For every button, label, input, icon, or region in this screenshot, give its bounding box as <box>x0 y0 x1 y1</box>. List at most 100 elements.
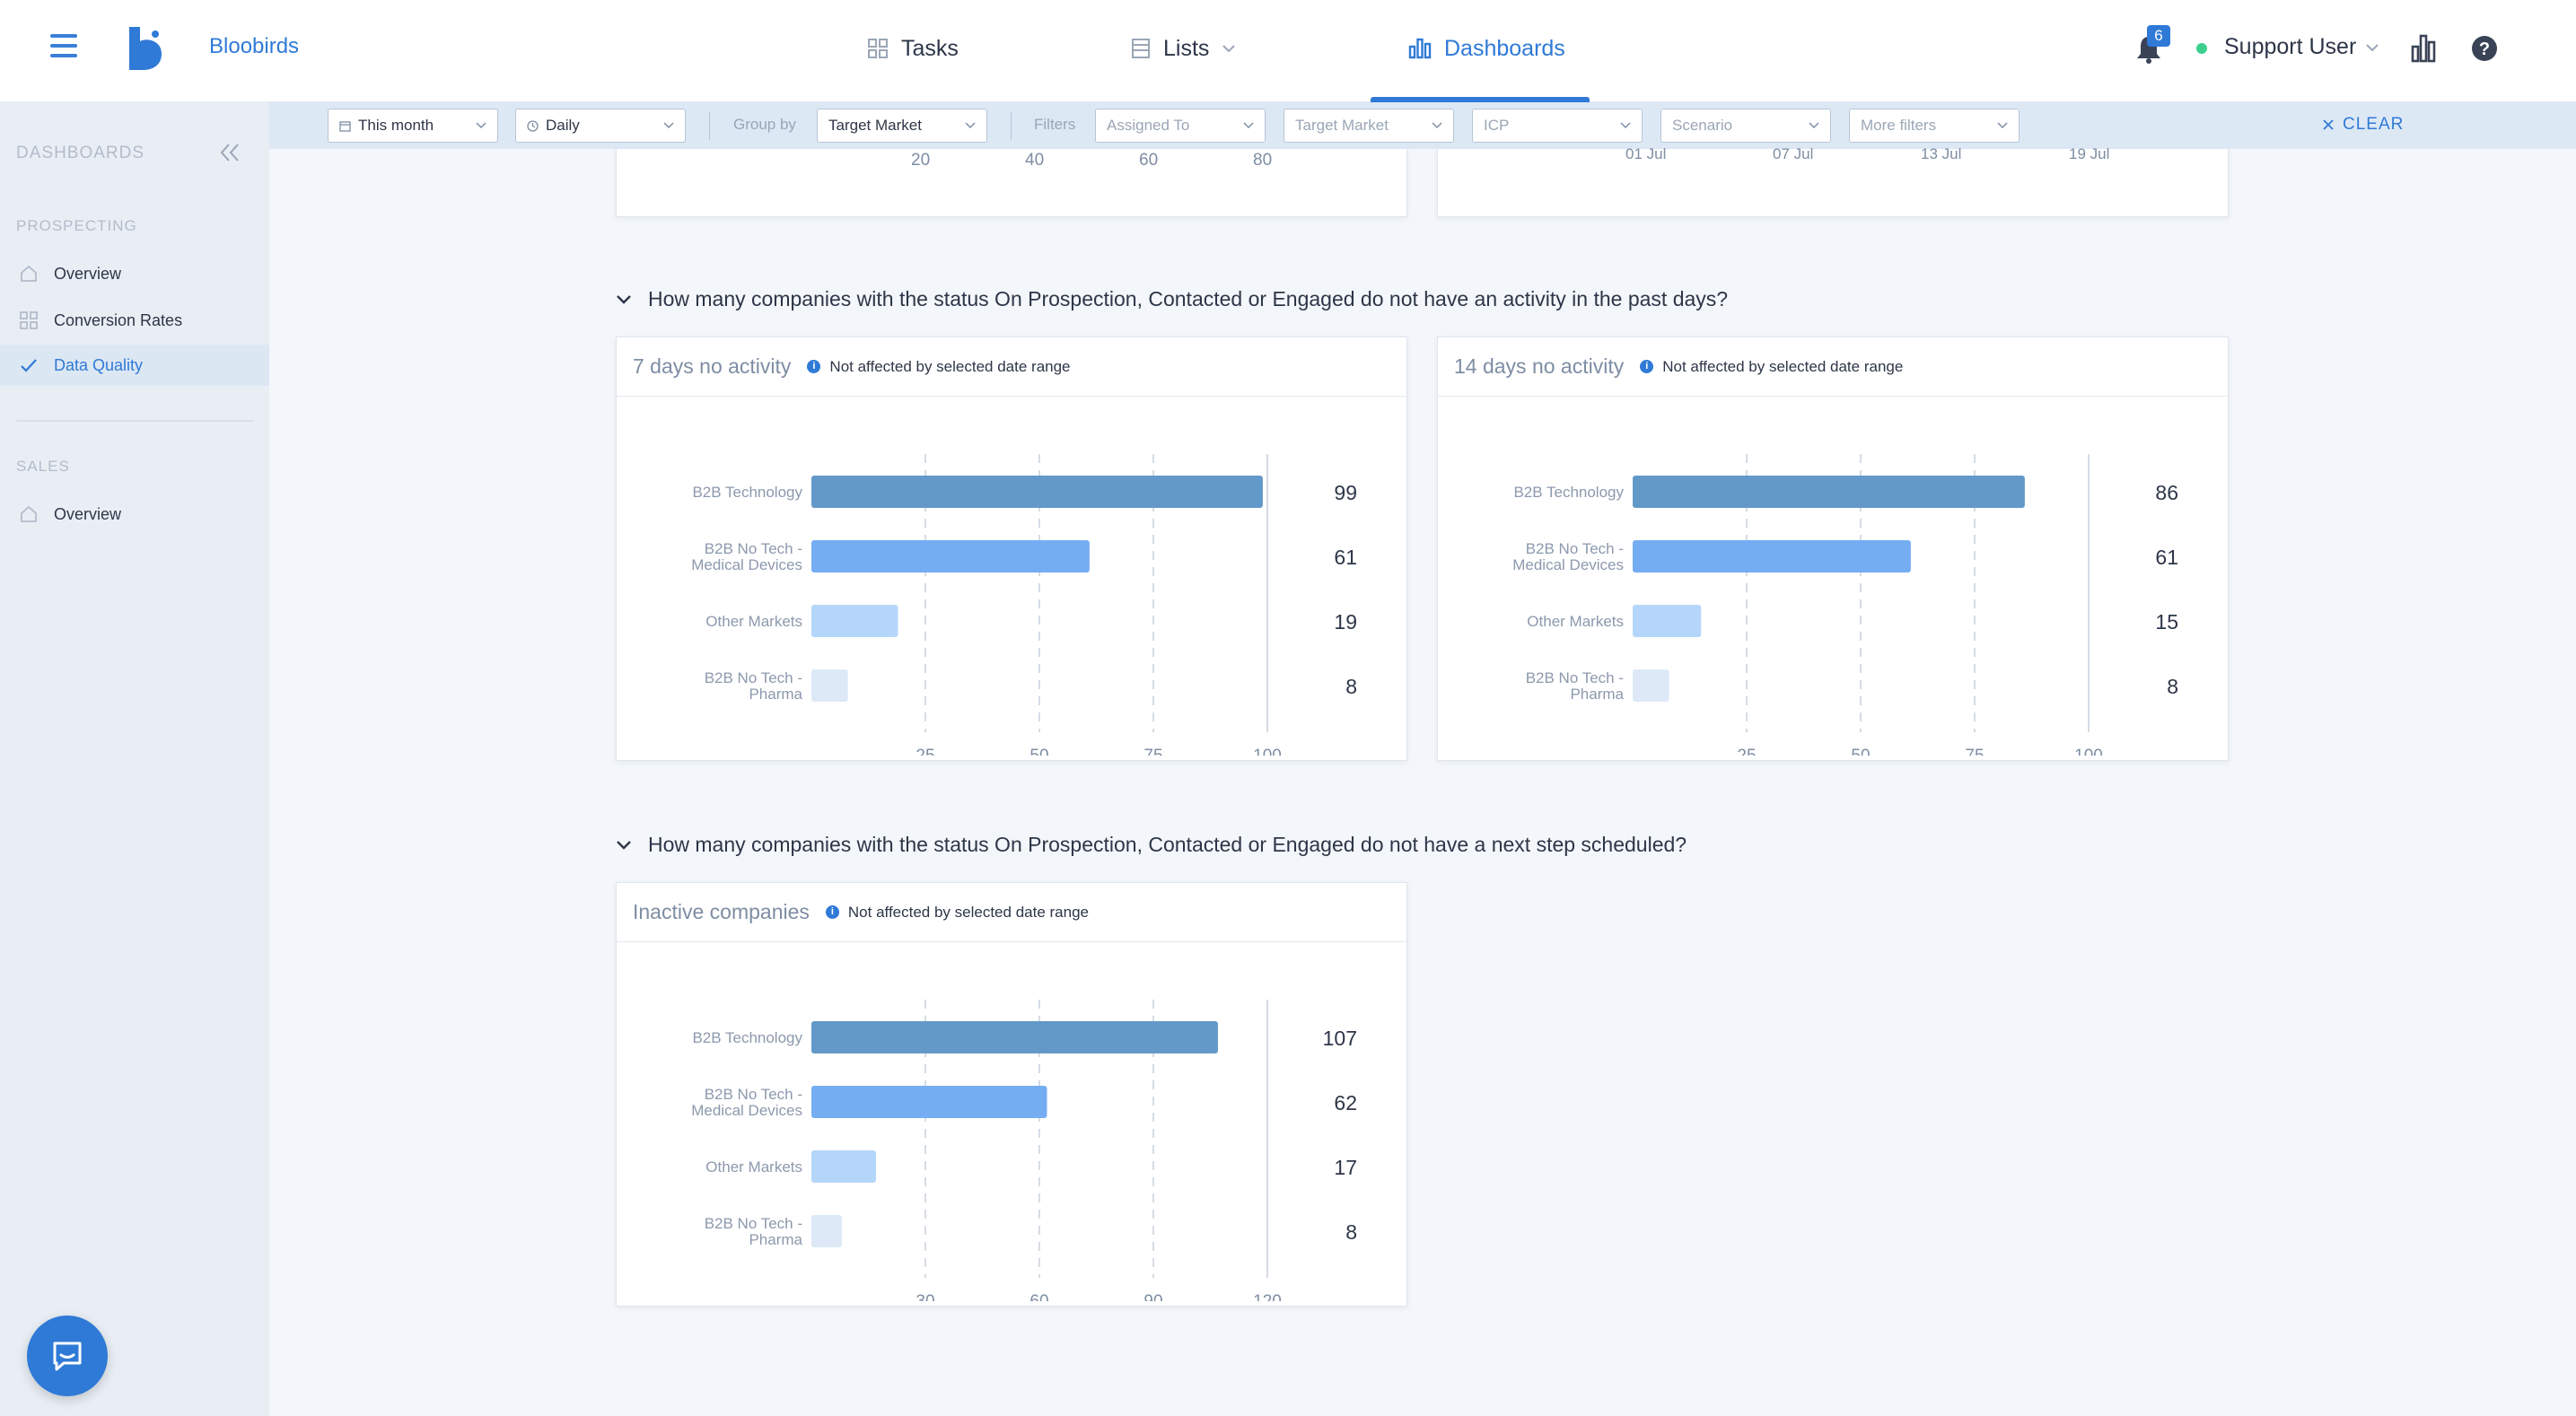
bar[interactable] <box>811 1021 1218 1053</box>
granularity-value: Daily <box>546 117 580 134</box>
sidebar-item-overview[interactable]: Overview <box>0 253 269 294</box>
chevron-down-icon <box>617 294 631 304</box>
category-label: B2B No Tech - <box>1526 669 1624 686</box>
info-icon: i <box>1640 360 1654 373</box>
target-market-select[interactable]: Target Market <box>1284 109 1454 143</box>
sidebar-item-data-quality[interactable]: Data Quality <box>0 345 269 386</box>
scenario-placeholder: Scenario <box>1672 117 1733 134</box>
sidebar-item-conversion-rates[interactable]: Conversion Rates <box>0 300 269 341</box>
chevron-down-icon <box>1620 122 1631 129</box>
bar[interactable] <box>1633 605 1702 637</box>
data-label: 8 <box>2167 675 2178 698</box>
category-label: B2B No Tech - <box>1526 540 1624 557</box>
bar[interactable] <box>811 669 848 702</box>
category-label: Other Markets <box>705 1158 802 1176</box>
more-filters-select[interactable]: More filters <box>1849 109 2020 143</box>
category-label: Other Markets <box>1527 613 1624 630</box>
tick-label: 75 <box>1965 747 1984 756</box>
nav-lists[interactable]: Lists <box>1131 32 1236 65</box>
sidebar-item-label: Overview <box>54 264 122 283</box>
list-icon <box>1132 39 1150 58</box>
bar[interactable] <box>811 476 1263 508</box>
home-icon <box>21 265 37 282</box>
bloobirds-logo[interactable] <box>126 25 165 72</box>
data-label: 8 <box>1345 1220 1357 1244</box>
card-note-text: Not affected by selected date range <box>1662 357 1904 375</box>
svg-text:?: ? <box>2479 39 2490 59</box>
chevron-down-icon <box>1997 122 2008 129</box>
bar[interactable] <box>1633 540 1911 573</box>
filter-bar: This month Daily Group by Target Market … <box>269 102 2576 149</box>
tick-label: 100 <box>1253 747 1282 756</box>
chat-launcher-button[interactable] <box>27 1315 108 1396</box>
tick-label: 19 Jul <box>2069 145 2110 162</box>
tick-label: 100 <box>2074 747 2103 756</box>
section-toggle-no-next-step[interactable]: How many companies with the status On Pr… <box>616 833 1687 857</box>
user-menu[interactable]: Support User <box>2224 34 2379 60</box>
menu-icon[interactable] <box>50 34 77 61</box>
filter-separator <box>709 111 710 140</box>
date-range-select[interactable]: This month <box>328 109 498 143</box>
bar[interactable] <box>811 540 1090 573</box>
card-title: 14 days no activity <box>1454 354 1625 378</box>
sidebar-item-label: Conversion Rates <box>54 310 183 329</box>
online-status-dot <box>2196 43 2207 54</box>
sidebar-item-label: Data Quality <box>54 355 144 374</box>
help-icon[interactable]: ? <box>2470 34 2499 63</box>
tick-label: 60 <box>1139 151 1159 170</box>
home-icon <box>21 505 37 522</box>
icp-select[interactable]: ICP <box>1472 109 1643 143</box>
chevron-down-icon <box>617 840 631 850</box>
group-by-label: Group by <box>733 116 796 133</box>
tick-label: 50 <box>1030 747 1048 756</box>
category-label: Pharma <box>1570 686 1624 703</box>
partial-chart-card-right: 01 Jul 07 Jul 13 Jul 19 Jul <box>1437 145 2229 217</box>
category-label: Medical Devices <box>691 556 802 573</box>
chevron-down-icon <box>1222 45 1236 53</box>
bar[interactable] <box>1633 669 1669 702</box>
scenario-select[interactable]: Scenario <box>1660 109 1831 143</box>
card-note-text: Not affected by selected date range <box>847 903 1089 921</box>
data-label: 107 <box>1323 1027 1357 1050</box>
chevron-down-icon <box>1809 122 1819 129</box>
calendar-icon <box>339 120 351 132</box>
assigned-to-select[interactable]: Assigned To <box>1095 109 1266 143</box>
user-name: Support User <box>2224 34 2357 59</box>
nav-tasks[interactable]: Tasks <box>867 32 959 65</box>
brand-name[interactable]: Bloobirds <box>209 34 300 58</box>
more-filters-placeholder: More filters <box>1861 117 1937 134</box>
check-icon <box>21 359 37 372</box>
nav-dashboards[interactable]: Dashboards <box>1408 32 1565 65</box>
top-bar: Bloobirds Tasks Lists Dashboards 6 Suppo… <box>0 0 2576 102</box>
data-label: 61 <box>1334 546 1357 569</box>
data-label: 86 <box>2155 481 2178 504</box>
card-header: Inactive companies i Not affected by sele… <box>617 883 1406 942</box>
section-question: How many companies with the status On Pr… <box>648 833 1687 856</box>
clear-filters-button[interactable]: CLEAR <box>2323 115 2404 135</box>
tick-label: 20 <box>911 151 931 170</box>
bar[interactable] <box>811 1215 842 1247</box>
category-label: B2B Technology <box>692 484 802 501</box>
date-range-value: This month <box>358 117 434 134</box>
chevron-down-icon <box>1432 122 1442 129</box>
card-note: i Not affected by selected date range <box>807 358 1071 376</box>
bar[interactable] <box>811 1086 1047 1118</box>
granularity-select[interactable]: Daily <box>515 109 686 143</box>
bar[interactable] <box>1633 476 2025 508</box>
bar[interactable] <box>811 605 898 637</box>
group-by-select[interactable]: Target Market <box>817 109 987 143</box>
nav-dashboards-label: Dashboards <box>1444 35 1565 61</box>
grid-icon <box>868 39 888 58</box>
category-label: Medical Devices <box>1512 556 1624 573</box>
bar[interactable] <box>811 1150 876 1183</box>
card-note: i Not affected by selected date range <box>825 903 1089 922</box>
sidebar-item-sales-overview[interactable]: Overview <box>0 494 269 535</box>
tick-label: 13 Jul <box>1921 145 1962 162</box>
stats-icon[interactable] <box>2411 34 2436 63</box>
collapse-sidebar-icon[interactable] <box>219 142 241 163</box>
section-toggle-no-activity[interactable]: How many companies with the status On Pr… <box>616 287 1728 311</box>
tick-label: 90 <box>1143 1292 1162 1301</box>
chart-card-14-days: 14 days no activity i Not affected by sel… <box>1437 337 2229 761</box>
icp-placeholder: ICP <box>1484 117 1510 134</box>
